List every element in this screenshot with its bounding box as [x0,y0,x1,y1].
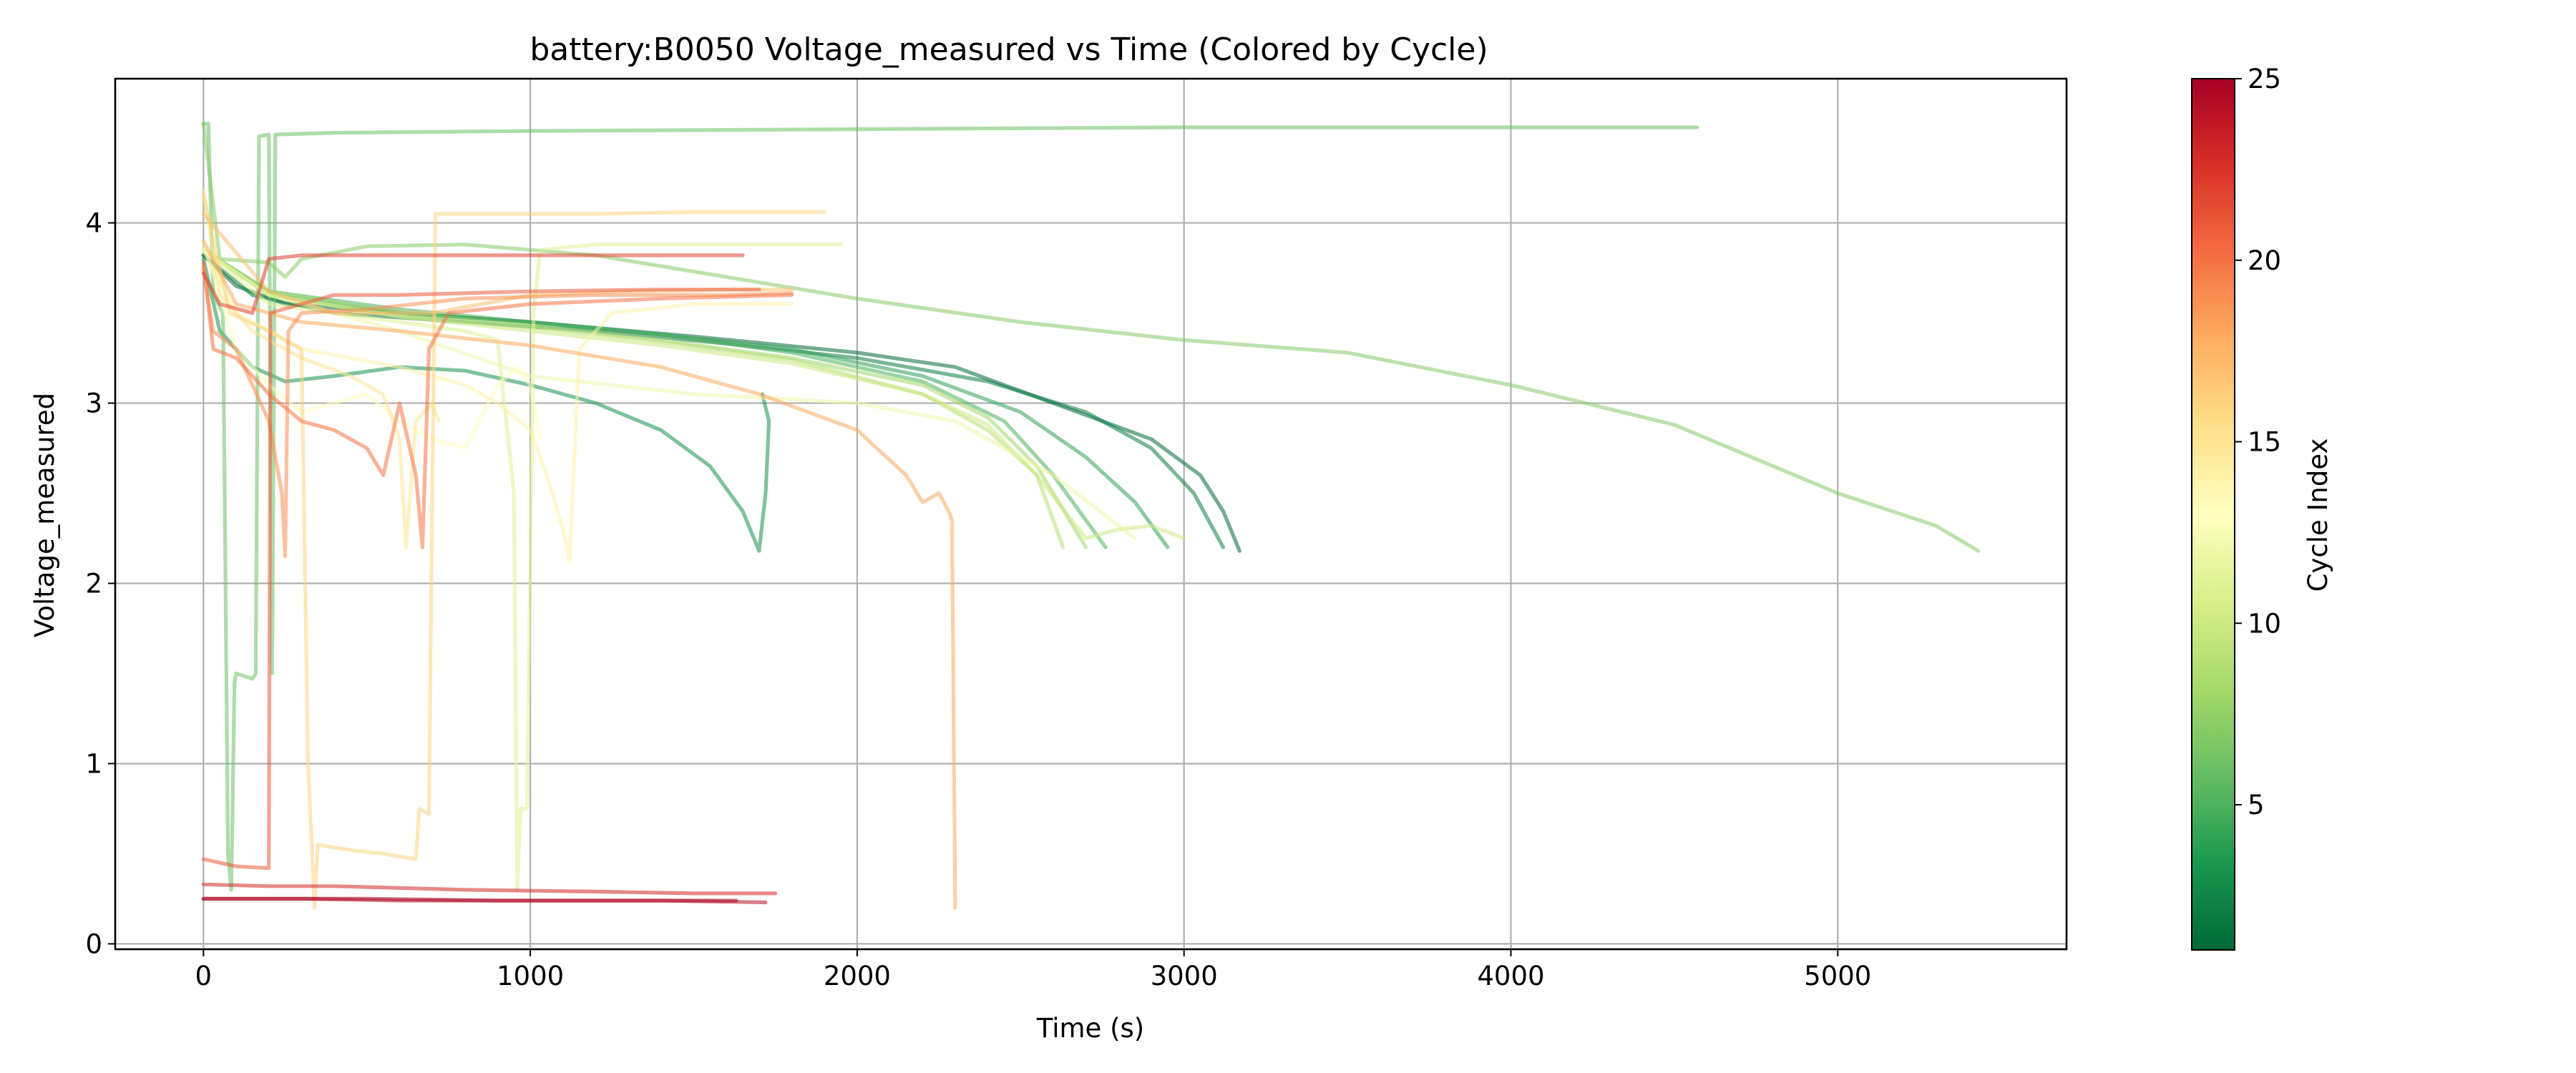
y-tick-label: 3 [85,388,102,419]
series-line-cycle-21 [201,288,761,871]
colorbar-gradient [2191,78,2235,951]
colorbar-tick-label: 5 [2248,790,2265,820]
series-line-cycle-16 [201,194,826,910]
y-axis: 0 1 2 3 4 [85,208,115,959]
x-axis: 0 1000 2000 3000 4000 5000 [195,949,1871,991]
y-tick-label: 0 [85,929,102,959]
x-tick-label: 2000 [824,961,891,991]
x-tick-label: 1000 [497,961,564,991]
x-tick-label: 4000 [1477,961,1544,991]
x-tick-label: 5000 [1804,961,1871,991]
colorbar: 5 10 15 20 25 Cycle Index [2191,64,2333,951]
x-tick-label: 3000 [1151,961,1218,991]
series-group [201,122,1981,910]
colorbar-ticks: 5 10 15 20 25 [2235,64,2281,820]
x-tick-label: 0 [195,961,213,991]
series-line-cycle-5 [201,248,1108,549]
series-line-cycle-25 [201,896,738,903]
x-axis-label: Time (s) [1036,1013,1144,1044]
y-tick-label: 1 [85,748,102,779]
series-line-cycle-22 [201,253,745,315]
plot-frame [114,77,2068,951]
colorbar-tick-label: 10 [2248,608,2281,639]
series-line-cycle-19 [201,266,794,559]
series-line-cycle-23 [201,882,778,896]
colorbar-tick-label: 25 [2248,64,2281,94]
colorbar-tick-label: 20 [2248,245,2281,276]
series-line-cycle-10 [201,248,1186,541]
chart-title: battery:B0050 Voltage_measured vs Time (… [530,31,1488,68]
series-line-cycle-20 [201,260,794,549]
y-tick-label: 4 [85,208,102,239]
series-line-cycle-6 [201,122,1699,892]
series-line-cycle-14 [201,248,794,564]
series-line-cycle-18 [201,239,957,910]
colorbar-tick-label: 15 [2248,427,2281,458]
y-tick-label: 2 [85,569,102,599]
colorbar-label: Cycle Index [2303,438,2333,592]
y-axis-label: Voltage_measured [29,393,60,637]
grid [115,79,2067,949]
